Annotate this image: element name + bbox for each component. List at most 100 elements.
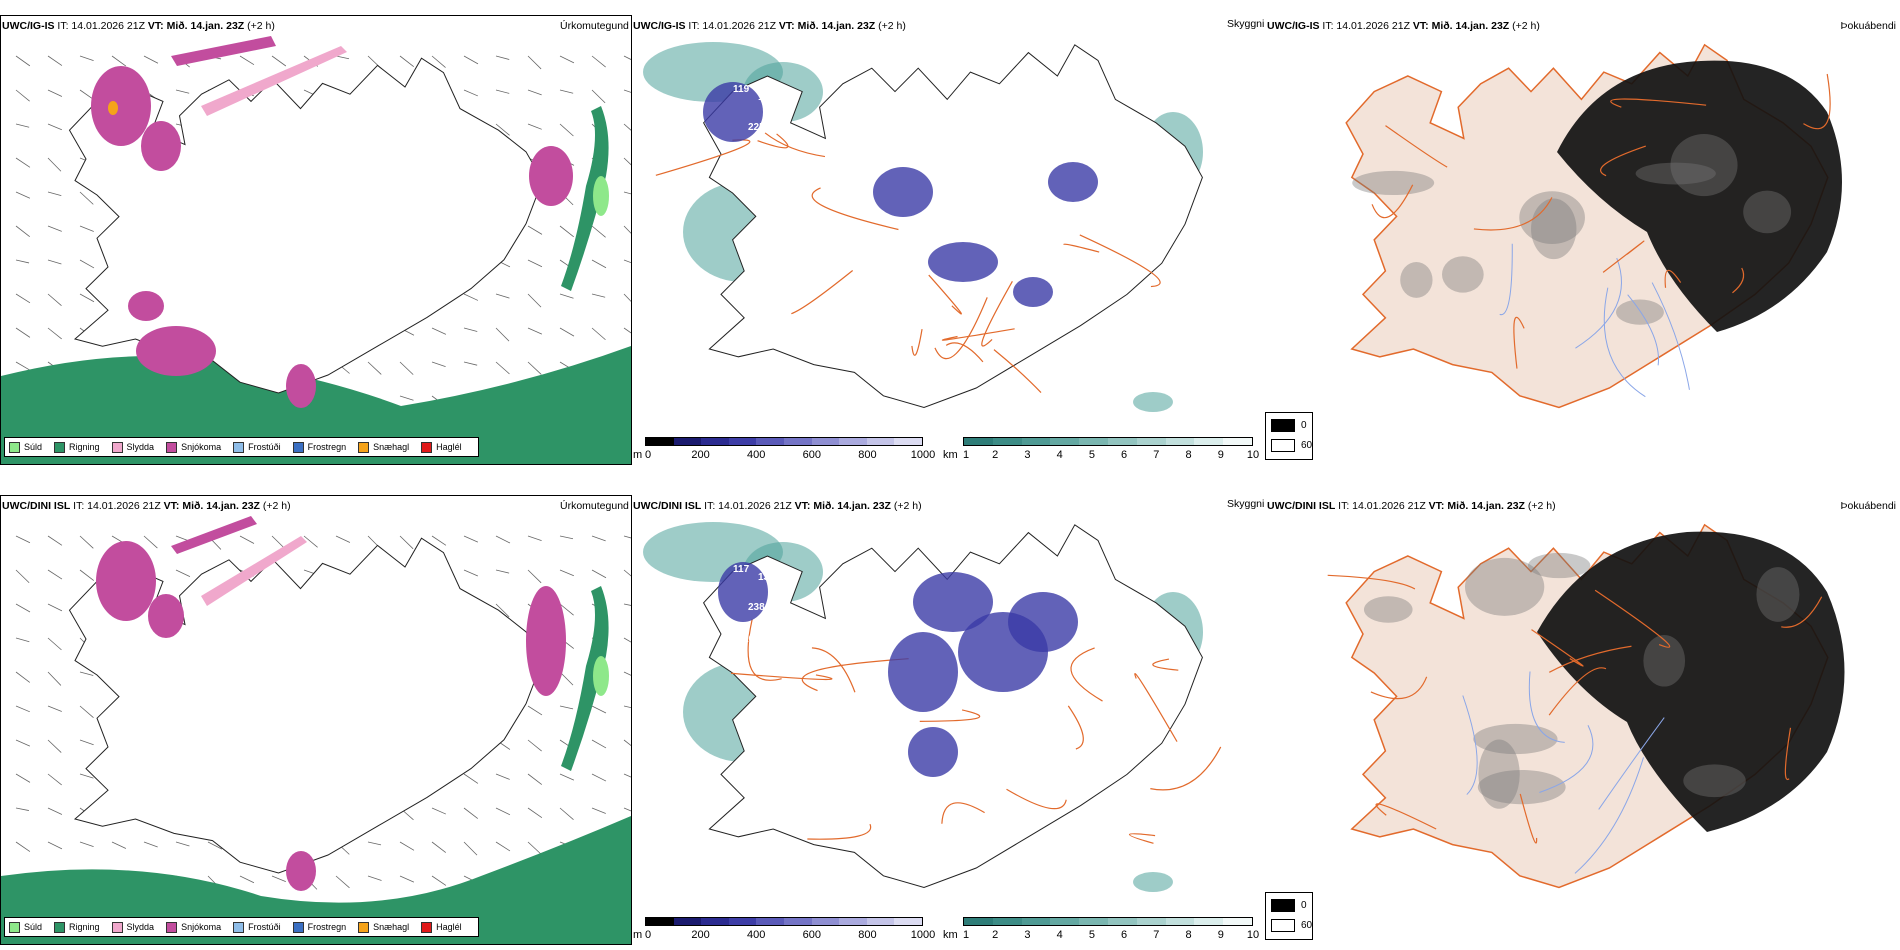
lead-time: (+2 h) <box>1527 500 1556 512</box>
road-line <box>911 328 923 356</box>
fog-gradient-area <box>1352 170 1435 196</box>
wind-barb <box>47 293 62 307</box>
wind-barb <box>527 123 542 130</box>
wind-barb <box>15 361 31 371</box>
wind-barb <box>591 225 606 238</box>
river-line <box>1539 725 1594 793</box>
snow-area <box>148 594 184 638</box>
colorbar-step <box>1021 918 1051 925</box>
fog-gradient-area <box>1743 190 1792 234</box>
sleet-area <box>201 536 307 606</box>
model-name: UWC/DINI ISL <box>633 500 702 512</box>
fog-indicator-map <box>1327 523 1845 889</box>
wind-barb <box>79 535 94 549</box>
precip-legend-item: Slydda <box>111 441 154 453</box>
wind-barb <box>431 535 447 546</box>
model-name: UWC/IG-IS <box>2 20 55 32</box>
low-visibility-area <box>1133 392 1173 412</box>
wind-barb <box>463 569 479 577</box>
road-line <box>941 802 985 824</box>
wind-barb <box>15 55 31 67</box>
road-line <box>764 132 826 158</box>
colorbar-step <box>756 438 784 445</box>
road-line <box>1385 125 1448 168</box>
wind-barb <box>143 535 158 549</box>
colorbar-tick: 3 <box>1024 929 1031 941</box>
road-line <box>941 328 1015 341</box>
visibility-ceiling-map: 119 131 225 135 209 103 126 122 83 29 281 <box>643 42 1203 412</box>
river-line <box>1462 695 1478 795</box>
precip-legend-item: Súld <box>9 921 42 933</box>
fog-gradient-area <box>1616 299 1664 325</box>
ceiling-label: 122 <box>1103 174 1120 185</box>
wind-barb <box>47 671 62 686</box>
precip-legend-swatch <box>9 441 20 453</box>
precip-legend-swatch <box>54 441 66 453</box>
river-line <box>1528 671 1565 743</box>
valid-time: VT: Mið. 14.jan. 23Z <box>794 500 891 512</box>
wind-barb <box>495 841 511 852</box>
road-line <box>1781 596 1823 628</box>
precip-legend-swatch <box>358 921 370 933</box>
wind-barb <box>623 739 631 746</box>
wind-barb <box>623 671 631 676</box>
wind-barb <box>399 535 414 550</box>
wind-barb <box>431 361 446 367</box>
fog-legend-min: 0 <box>1301 420 1307 431</box>
road-line <box>791 270 854 315</box>
wind-barb <box>399 395 414 401</box>
model-name: UWC/IG-IS <box>633 20 686 32</box>
wind-barb <box>463 841 478 856</box>
wind-barb <box>399 875 415 883</box>
panel-title: UWC/DINI ISL IT: 14.01.2026 21Z VT: Mið.… <box>633 500 922 512</box>
wind-barb <box>559 327 575 337</box>
precip-legend-item: Rigning <box>54 441 100 453</box>
wind-barb <box>79 225 94 232</box>
ceiling-label: 222 <box>983 764 1000 775</box>
wind-barb <box>495 569 510 574</box>
fog-legend: 0 60 <box>1265 412 1313 460</box>
wind-barb <box>527 739 542 752</box>
colorbar-step <box>673 918 702 925</box>
wind-barb <box>527 535 542 542</box>
river-line <box>1574 757 1644 874</box>
colorbar-step <box>1107 438 1137 445</box>
colorbar-step <box>866 918 895 925</box>
colorbar-tick: 7 <box>1153 929 1160 941</box>
river-line <box>1627 294 1660 366</box>
colorbar-step <box>646 918 674 925</box>
wind-barb <box>623 637 631 643</box>
lead-time: (+2 h) <box>878 20 906 32</box>
road-line <box>1152 658 1179 671</box>
road-line <box>1006 788 1067 810</box>
valid-time: VT: Mið. 14.jan. 23Z <box>778 20 876 32</box>
wind-barb <box>431 327 447 335</box>
wind-barb <box>623 773 631 778</box>
road-line <box>731 672 833 681</box>
snow-area <box>96 541 156 621</box>
colorbar-tick: 400 <box>747 929 766 941</box>
precip-legend-label: Súld <box>24 442 43 452</box>
ceiling-label: 105 <box>743 634 760 645</box>
ceiling-label: 83 <box>983 284 995 295</box>
snow-area <box>529 146 573 206</box>
wind-barb <box>559 773 575 781</box>
road-line <box>1150 746 1222 791</box>
precip-map-frame <box>0 495 632 945</box>
wind-barb <box>591 739 607 749</box>
fog-gradient-area <box>1477 769 1566 805</box>
colorbar-tick: 200 <box>691 449 710 461</box>
wind-barb <box>623 327 631 334</box>
low-ceiling-area <box>888 632 958 712</box>
wind-barb <box>495 327 510 342</box>
issue-time: IT: 14.01.2026 21Z <box>688 20 776 32</box>
wind-barb <box>15 259 30 264</box>
visibility-colorbar: km 1 2 3 4 5 6 7 8 9 10 <box>943 437 1263 463</box>
lead-time: (+2 h) <box>262 500 291 512</box>
precip-legend-label: Frostregn <box>307 442 347 452</box>
colorbar-step <box>894 918 922 925</box>
wind-barb <box>463 535 479 543</box>
ceiling-label: 86 <box>963 684 975 695</box>
snow-pellets-area <box>108 101 118 115</box>
wind-barb <box>271 55 287 67</box>
